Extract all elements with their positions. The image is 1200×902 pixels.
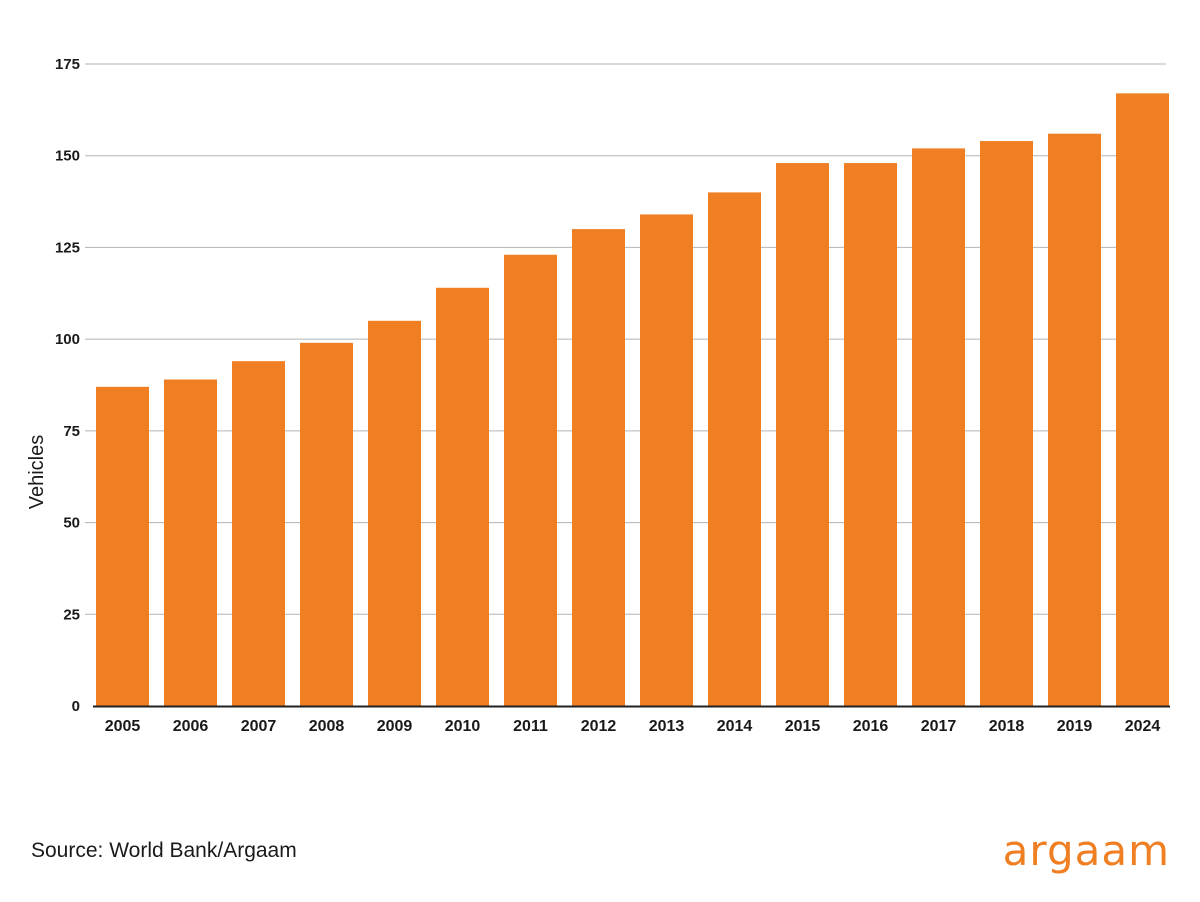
y-tick-label: 100 [55,331,80,348]
x-tick-label: 2017 [921,718,957,735]
x-tick-label: 2019 [1057,718,1093,735]
x-tick-label: 2012 [581,718,617,735]
bar-2012 [572,229,625,707]
bar-2013 [640,214,693,706]
bar-2009 [368,320,421,706]
bar-2007 [232,361,285,706]
bar-2017 [912,148,965,706]
y-tick-label: 150 [55,148,80,165]
y-tick-label: 125 [55,239,80,256]
x-tick-label: 2005 [105,718,141,735]
bar-2010 [436,287,489,706]
bar-2024 [1116,93,1169,706]
y-tick-label: 0 [72,698,80,715]
bar-2016 [844,163,897,707]
bar-2014 [708,192,761,706]
y-tick-label: 75 [63,423,80,440]
bar-2005 [96,386,149,706]
bar-2011 [504,254,557,706]
bar-2019 [1048,133,1101,706]
bar-2006 [164,379,217,706]
bar-2018 [980,141,1033,707]
x-tick-label: 2024 [1125,718,1161,735]
x-tick-label: 2015 [785,718,821,735]
x-tick-label: 2018 [989,718,1025,735]
y-axis-title: Vehicles [26,435,48,510]
y-axis-tick-labels: 0 25 50 75 100 125 150 175 [55,56,80,715]
source-note: Source: World Bank/Argaam [31,839,297,862]
x-axis-tick-labels: 2005 2006 2007 2008 2009 2010 2011 2012 2013 2014… [105,718,1161,735]
bar-2015 [776,163,829,707]
x-tick-label: 2006 [173,718,209,735]
x-tick-label: 2011 [513,718,548,735]
y-tick-label: 50 [63,515,80,532]
x-tick-label: 2007 [241,718,277,735]
y-tick-label: 25 [63,606,80,623]
x-tick-label: 2016 [853,718,889,735]
y-tick-label: 175 [55,56,80,73]
bar-2008 [300,342,353,706]
x-tick-label: 2014 [717,718,753,735]
bars [96,93,1169,707]
argaam-logo: argaam [1002,826,1170,875]
x-tick-label: 2008 [309,718,345,735]
x-tick-label: 2009 [377,718,413,735]
x-tick-label: 2013 [649,718,685,735]
x-tick-label: 2010 [445,718,481,735]
